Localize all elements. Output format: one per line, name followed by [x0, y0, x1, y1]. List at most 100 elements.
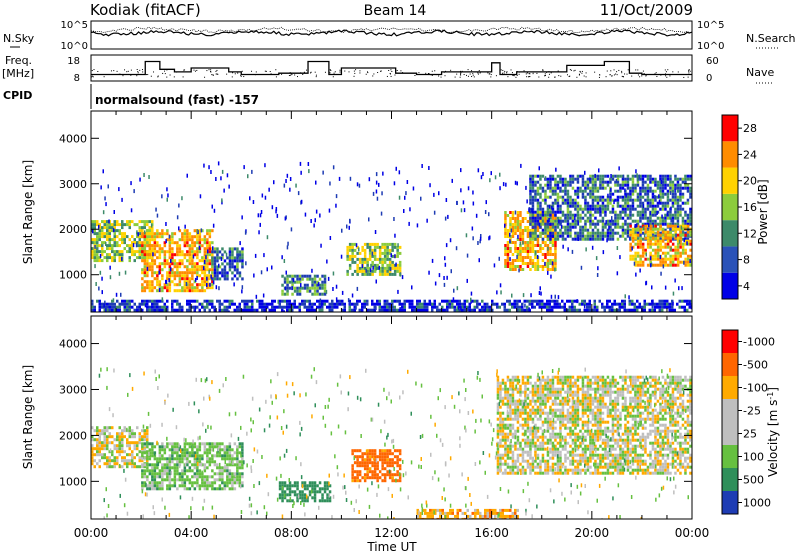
range-cell — [378, 182, 380, 187]
range-cell — [676, 242, 680, 246]
range-cell — [670, 218, 672, 223]
range-cell — [181, 253, 184, 257]
range-cell — [151, 484, 154, 488]
range-cell — [391, 302, 394, 306]
range-cell — [231, 256, 234, 260]
nave-point — [157, 75, 159, 77]
range-cell — [609, 198, 612, 202]
range-cell — [676, 260, 680, 264]
range-cell — [126, 220, 129, 224]
range-cell — [674, 207, 677, 211]
range-cell — [675, 233, 677, 238]
range-cell — [141, 442, 144, 446]
nave-point — [359, 70, 361, 72]
range-cell — [674, 224, 677, 228]
nave-point — [290, 73, 292, 75]
range-cell — [674, 186, 677, 190]
range-cell — [106, 447, 109, 451]
range-cell — [361, 264, 364, 269]
range-cell — [661, 302, 664, 306]
range-cell — [298, 292, 302, 296]
range-cell — [326, 259, 328, 264]
range-cell — [433, 299, 436, 303]
range-cell — [684, 222, 687, 226]
range-cell — [216, 253, 219, 257]
range-cell — [584, 234, 587, 238]
range-cell — [113, 305, 116, 309]
range-cell — [536, 250, 540, 253]
range-cell — [551, 217, 555, 220]
range-cell — [666, 201, 670, 205]
range-cell — [652, 223, 654, 228]
range-cell — [186, 259, 189, 263]
range-cell — [609, 222, 612, 226]
range-cell — [549, 226, 552, 229]
range-cell — [669, 239, 672, 243]
range-cell — [146, 238, 149, 242]
range-cell — [626, 192, 630, 196]
range-cell — [664, 233, 667, 237]
range-cell — [168, 265, 172, 269]
range-cell — [151, 469, 154, 473]
range-cell — [621, 186, 625, 190]
range-cell — [661, 186, 665, 190]
range-cell — [689, 210, 692, 214]
range-cell — [183, 283, 187, 287]
range-cell — [549, 189, 552, 193]
range-cell — [121, 232, 124, 236]
range-cell — [211, 484, 214, 488]
range-cell — [641, 242, 645, 246]
range-cell — [221, 481, 224, 485]
range-cell — [158, 244, 162, 248]
range-cell — [188, 286, 192, 290]
range-cell — [358, 299, 361, 303]
range-cell — [531, 241, 535, 244]
range-cell — [183, 232, 187, 236]
range-cell — [146, 475, 149, 479]
range-cell — [156, 472, 159, 476]
range-cell — [589, 180, 592, 184]
range-cell — [148, 232, 152, 236]
range-cell — [171, 280, 174, 284]
range-cell — [622, 174, 625, 179]
range-cell — [554, 267, 556, 272]
range-cell — [672, 291, 675, 296]
range-cell — [594, 216, 597, 220]
range-cell — [196, 478, 199, 482]
range-cell — [206, 244, 209, 248]
range-cell — [166, 262, 169, 266]
range-cell — [228, 478, 232, 482]
range-cell — [529, 195, 532, 199]
range-cell — [121, 223, 124, 227]
range-cell — [579, 231, 582, 235]
range-cell — [328, 308, 331, 312]
nave-point — [609, 74, 611, 76]
range-cell — [173, 469, 177, 473]
range-cell — [313, 289, 317, 293]
range-cell — [616, 180, 620, 184]
range-cell — [371, 299, 374, 303]
range-cell — [323, 274, 327, 278]
range-cell — [529, 177, 532, 181]
range-cell — [326, 305, 329, 309]
range-cell — [571, 302, 574, 306]
range-cell — [601, 222, 605, 226]
range-cell — [383, 272, 387, 276]
range-cell — [123, 456, 126, 460]
range-cell — [101, 305, 104, 309]
range-cell — [624, 183, 627, 187]
range-cell — [193, 286, 197, 290]
range-cell — [444, 216, 447, 221]
range-cell — [151, 262, 154, 266]
range-cell — [509, 250, 512, 253]
range-cell — [444, 256, 446, 261]
range-cell — [524, 262, 527, 265]
range-cell — [669, 216, 672, 220]
range-cell — [236, 250, 239, 254]
range-cell — [241, 256, 244, 260]
range-cell — [583, 302, 586, 306]
range-cell — [601, 228, 605, 232]
range-cell — [659, 195, 662, 199]
nave-point — [173, 76, 175, 78]
range-cell — [143, 442, 147, 446]
